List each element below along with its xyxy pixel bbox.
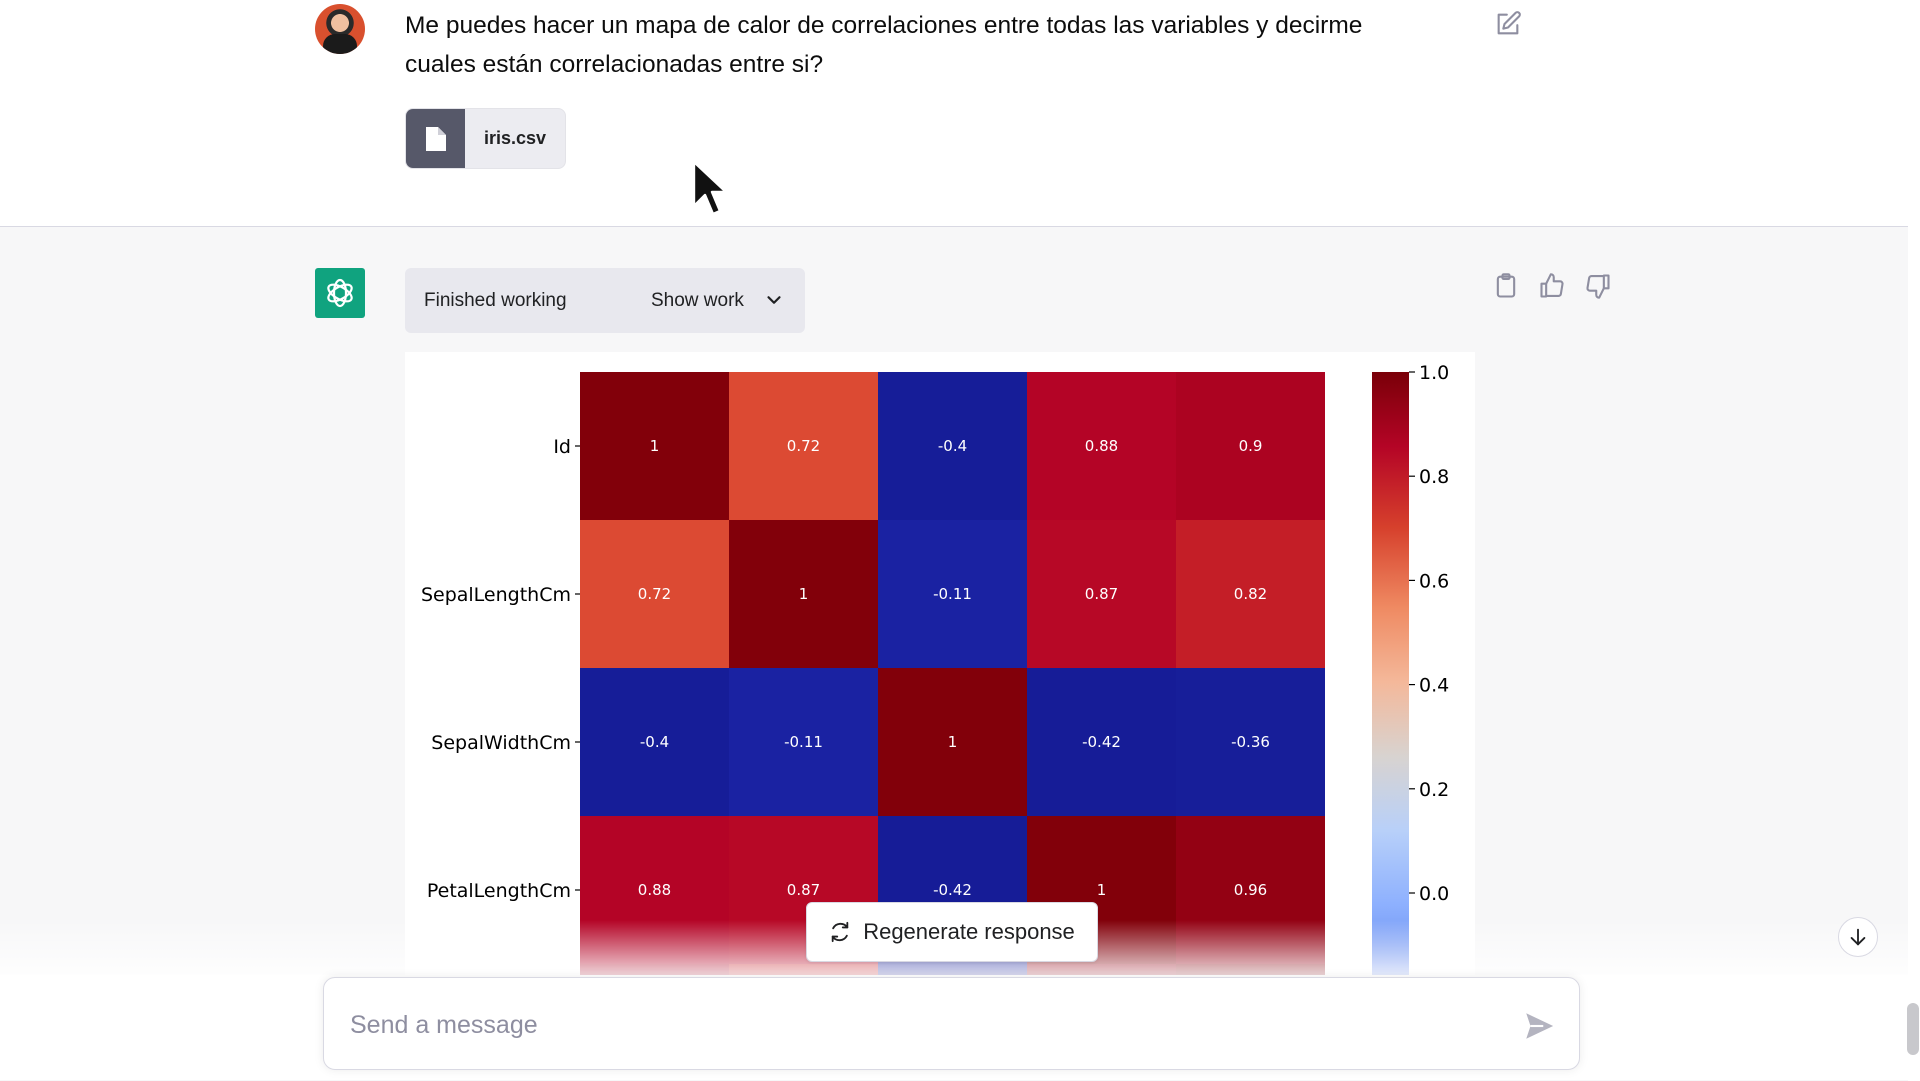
heatmap-cell (878, 668, 1027, 816)
chevron-down-icon[interactable] (763, 289, 785, 311)
message-input[interactable] (348, 1000, 1502, 1050)
colorbar (1372, 372, 1409, 992)
heatmap-cell-label: -0.36 (1231, 733, 1270, 751)
mouse-cursor-icon (692, 160, 728, 216)
heatmap-cell-label: 0.72 (787, 437, 820, 455)
heatmap-cell (580, 520, 729, 668)
heatmap-cell-label: -0.42 (933, 881, 972, 899)
heatmap-row-label: Id (553, 436, 571, 458)
user-message-line-2: cuales están correlacionadas entre si? (405, 51, 824, 78)
heatmap-chart: 1 0.72 -0.4 0.88 0.9 0.72 1 -0.11 0.87 0.82 -0.4 -0… (405, 352, 1475, 992)
user-message-section: Me puedes hacer un mapa de calor de corr… (0, 0, 1908, 226)
heatmap-cell (729, 372, 878, 520)
heatmap-cell (729, 520, 878, 668)
thumbs-up-icon[interactable] (1538, 272, 1566, 300)
heatmap-cell-label: 0.87 (787, 881, 820, 899)
colorbar-tick-label: 0.0 (1419, 883, 1449, 905)
heatmap-cell (729, 668, 878, 816)
scroll-to-bottom-button[interactable] (1838, 917, 1878, 957)
heatmap-cell (1027, 668, 1176, 816)
heatmap-cell-label: 0.88 (638, 881, 671, 899)
heatmap-cell-label: -0.4 (640, 733, 669, 751)
user-avatar (315, 4, 365, 54)
user-message-text: Me puedes hacer un mapa de calor de corr… (405, 6, 1445, 84)
heatmap-svg: 1 0.72 -0.4 0.88 0.9 0.72 1 -0.11 0.87 0.82 -0.4 -0… (421, 362, 1449, 992)
heatmap-cell (1176, 372, 1325, 520)
colorbar-tick-label: 1.0 (1419, 362, 1449, 384)
heatmap-cell-label: 0.9 (1239, 437, 1263, 455)
heatmap-cell-label: 0.88 (1085, 437, 1118, 455)
assistant-avatar (315, 268, 365, 318)
colorbar-tick-label: 0.2 (1419, 779, 1449, 801)
file-name: iris.csv (484, 128, 547, 148)
arrow-down-icon (1850, 928, 1866, 946)
heatmap-cell-label: 1 (948, 733, 958, 751)
heatmap-cell-label: 0.87 (1085, 585, 1118, 603)
heatmap-cell (878, 520, 1027, 668)
heatmap-cell-label: 0.72 (638, 585, 671, 603)
colorbar-tick-label: 0.8 (1419, 466, 1449, 488)
refresh-icon (831, 921, 849, 943)
heatmap-cell-label: -0.42 (1082, 733, 1121, 751)
heatmap-cell-label: -0.4 (938, 437, 967, 455)
copy-icon[interactable] (1492, 272, 1520, 300)
thumbs-down-icon[interactable] (1584, 272, 1612, 300)
heatmap-cell (1027, 520, 1176, 668)
heatmap-cell-label: 0.96 (1234, 881, 1267, 899)
user-message-line-1: Me puedes hacer un mapa de calor de corr… (405, 12, 1363, 39)
heatmap-cell (1027, 372, 1176, 520)
heatmap-row-label: SepalLengthCm (421, 584, 571, 606)
colorbar-tick-label: 0.4 (1419, 675, 1449, 697)
show-work-button[interactable]: Show work (651, 290, 744, 311)
finished-working-panel: Finished working Show work (405, 268, 805, 333)
file-icon (425, 126, 446, 151)
heatmap-cell-label: -0.11 (933, 585, 972, 603)
heatmap-cell-label: -0.11 (784, 733, 823, 751)
openai-logo-icon (327, 278, 353, 308)
heatmap-cell (1176, 520, 1325, 668)
heatmap-cell-label: 1 (799, 585, 809, 603)
regenerate-label: Regenerate response (863, 919, 1075, 944)
regenerate-response-button[interactable]: Regenerate response (806, 902, 1098, 962)
message-composer (323, 977, 1580, 1070)
heatmap-cell-label: 1 (650, 437, 660, 455)
heatmap-cell (878, 372, 1027, 520)
heatmap-row-label: PetalLengthCm (427, 880, 571, 902)
edit-icon[interactable] (1494, 10, 1522, 38)
heatmap-cell (580, 372, 729, 520)
heatmap-row-label: SepalWidthCm (431, 732, 571, 754)
scrollbar-thumb[interactable] (1907, 1003, 1919, 1055)
work-status-label: Finished working (424, 290, 567, 311)
colorbar-tick-label: 0.6 (1419, 570, 1449, 592)
send-icon[interactable] (1522, 1009, 1556, 1043)
file-attachment[interactable]: iris.csv (405, 108, 566, 169)
file-icon-box (406, 109, 465, 168)
heatmap-cell-label: 1 (1097, 881, 1107, 899)
heatmap-cell (1176, 668, 1325, 816)
heatmap-cell (580, 668, 729, 816)
heatmap-cell-label: 0.82 (1234, 585, 1267, 603)
